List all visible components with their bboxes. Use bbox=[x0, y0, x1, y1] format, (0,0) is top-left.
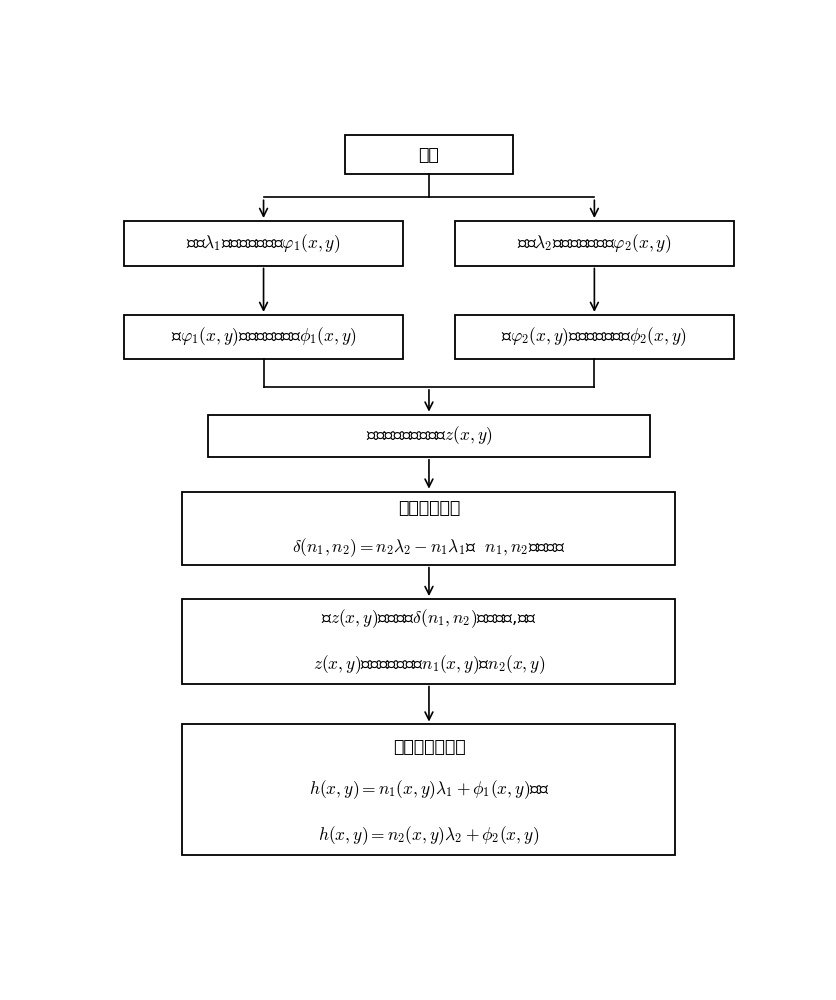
Text: 将$z(x,y)$的个点与$\delta(n_1,n_2)$逐点对比,确定: 将$z(x,y)$的个点与$\delta(n_1,n_2)$逐点对比,确定 bbox=[321, 607, 536, 630]
Text: 开始: 开始 bbox=[418, 146, 439, 164]
Bar bbox=[344, 135, 512, 174]
Text: $\delta(n_1,n_2)=n_2\lambda_2-n_1\lambda_1$；  $n_1,n_2$为正整数: $\delta(n_1,n_2)=n_2\lambda_2-n_1\lambda… bbox=[292, 536, 565, 559]
Bar bbox=[124, 221, 403, 266]
Text: 确定波长差分: 确定波长差分 bbox=[397, 499, 460, 517]
Bar bbox=[182, 724, 675, 855]
Bar bbox=[208, 415, 649, 457]
Text: 将$\varphi_1(x,y)$转换成高度包裹$\phi_1(x,y)$: 将$\varphi_1(x,y)$转换成高度包裹$\phi_1(x,y)$ bbox=[171, 326, 356, 348]
Bar bbox=[455, 315, 733, 359]
Bar bbox=[182, 492, 675, 565]
Bar bbox=[455, 221, 733, 266]
Text: $h(x,y)=n_1(x,y)\lambda_1+\phi_1(x,y)$或者: $h(x,y)=n_1(x,y)\lambda_1+\phi_1(x,y)$或者 bbox=[308, 779, 548, 801]
Text: 获取$\lambda_2$对应的包裹相位$\varphi_2(x,y)$: 获取$\lambda_2$对应的包裹相位$\varphi_2(x,y)$ bbox=[517, 232, 670, 255]
Bar bbox=[182, 599, 675, 684]
Text: 重构物体的高度: 重构物体的高度 bbox=[392, 738, 465, 756]
Text: $z(x,y)$对应的跳变系数$n_1(x,y)$或$n_2(x,y)$: $z(x,y)$对应的跳变系数$n_1(x,y)$或$n_2(x,y)$ bbox=[313, 653, 544, 676]
Text: 获取$\lambda_1$对应的包裹相位$\varphi_1(x,y)$: 获取$\lambda_1$对应的包裹相位$\varphi_1(x,y)$ bbox=[186, 232, 340, 255]
Text: $h(x,y)=n_2(x,y)\lambda_2+\phi_2(x,y)$: $h(x,y)=n_2(x,y)\lambda_2+\phi_2(x,y)$ bbox=[318, 824, 539, 847]
Text: 获取高度包裹差分图$z(x,y)$: 获取高度包裹差分图$z(x,y)$ bbox=[365, 424, 492, 447]
Bar bbox=[124, 315, 403, 359]
Text: 将$\varphi_2(x,y)$转换成高度包裹$\phi_2(x,y)$: 将$\varphi_2(x,y)$转换成高度包裹$\phi_2(x,y)$ bbox=[501, 326, 686, 348]
